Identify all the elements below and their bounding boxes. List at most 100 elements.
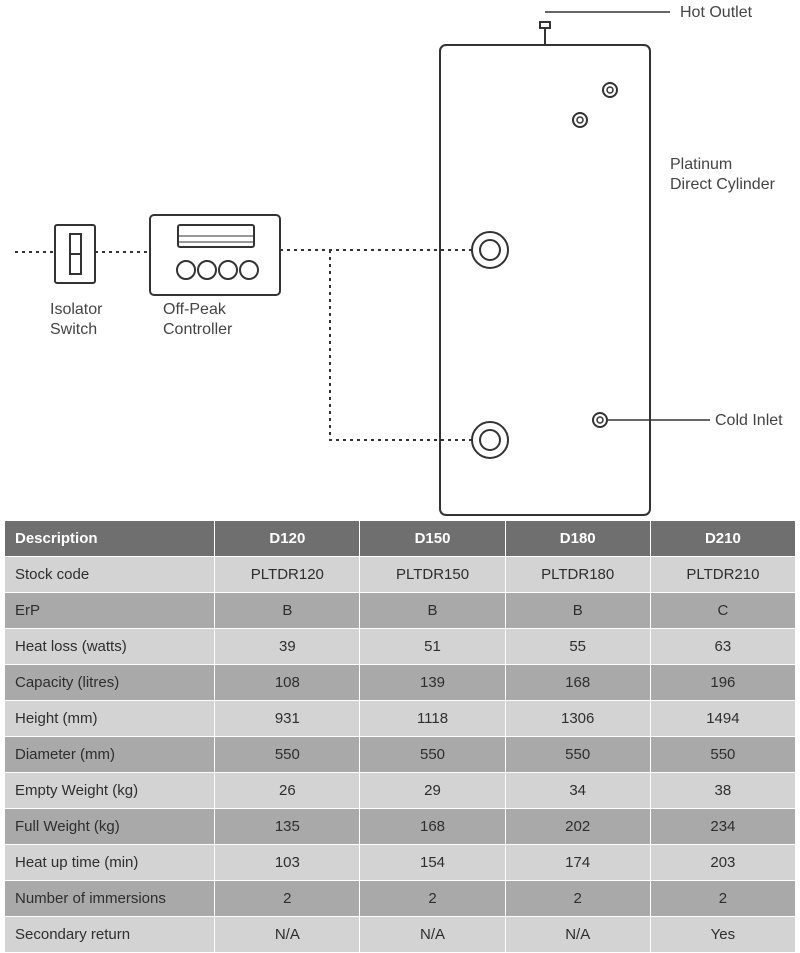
cell-value: PLTDR180 [505,557,650,593]
cell-value: 26 [215,773,360,809]
row-label: Secondary return [5,917,215,953]
table-row: Heat up time (min)103154174203 [5,845,796,881]
cell-value: 550 [650,737,795,773]
cell-value: 55 [505,629,650,665]
cell-value: N/A [215,917,360,953]
port-upper-1-inner [607,87,613,93]
row-label: Empty Weight (kg) [5,773,215,809]
table-row: Empty Weight (kg)26293438 [5,773,796,809]
port-upper-2-inner [577,117,583,123]
cell-value: 2 [215,881,360,917]
cell-value: B [215,593,360,629]
cell-value: B [505,593,650,629]
cell-value: 108 [215,665,360,701]
row-label: Full Weight (kg) [5,809,215,845]
label-cold-inlet: Cold Inlet [715,411,783,431]
cell-value: 1306 [505,701,650,737]
port-mid [472,232,508,268]
cell-value: 168 [360,809,505,845]
cell-value: Yes [650,917,795,953]
cell-value: 38 [650,773,795,809]
cell-value: 168 [505,665,650,701]
row-label: Diameter (mm) [5,737,215,773]
row-label: Heat up time (min) [5,845,215,881]
table-body: Stock codePLTDR120PLTDR150PLTDR180PLTDR2… [5,557,796,953]
cell-value: N/A [360,917,505,953]
cell-value: 135 [215,809,360,845]
col-header-d150: D150 [360,521,505,557]
row-label: Stock code [5,557,215,593]
cell-value: PLTDR150 [360,557,505,593]
page: Hot Outlet PlatinumDirect Cylinder Cold … [0,0,800,953]
cell-value: 196 [650,665,795,701]
row-label: Height (mm) [5,701,215,737]
cell-value: 2 [505,881,650,917]
port-lower-inner [480,430,500,450]
col-header-description: Description [5,521,215,557]
cell-value: 34 [505,773,650,809]
col-header-d180: D180 [505,521,650,557]
controller-box [150,215,280,295]
label-isolator-switch: IsolatorSwitch [50,300,102,340]
port-upper-1 [603,83,617,97]
cell-value: 202 [505,809,650,845]
cell-value: PLTDR210 [650,557,795,593]
table-row: Capacity (litres)108139168196 [5,665,796,701]
wire-ctrl-bottom [330,250,472,440]
port-upper-2 [573,113,587,127]
cell-value: 550 [360,737,505,773]
diagram: Hot Outlet PlatinumDirect Cylinder Cold … [0,0,800,520]
cell-value: 1118 [360,701,505,737]
cell-value: 103 [215,845,360,881]
cylinder-body [440,45,650,515]
cell-value: 39 [215,629,360,665]
cell-value: 2 [360,881,505,917]
cell-value: 174 [505,845,650,881]
cell-value: 139 [360,665,505,701]
cell-value: 931 [215,701,360,737]
spec-table: Description D120 D150 D180 D210 Stock co… [4,520,796,953]
cell-value: 154 [360,845,505,881]
cell-value: PLTDR120 [215,557,360,593]
cell-value: 550 [215,737,360,773]
table-row: Height (mm)931111813061494 [5,701,796,737]
cell-value: 203 [650,845,795,881]
controller-knob-4 [240,261,258,279]
cell-value: 63 [650,629,795,665]
table-row: Number of immersions2222 [5,881,796,917]
table-row: Diameter (mm)550550550550 [5,737,796,773]
table-row: ErPBBBC [5,593,796,629]
port-mid-inner [480,240,500,260]
row-label: Capacity (litres) [5,665,215,701]
label-off-peak-controller: Off-PeakController [163,300,232,340]
col-header-d120: D120 [215,521,360,557]
row-label: Number of immersions [5,881,215,917]
table-row: Heat loss (watts)39515563 [5,629,796,665]
port-cold-small-inner [597,417,603,423]
cell-value: 550 [505,737,650,773]
label-hot-outlet: Hot Outlet [680,3,752,23]
table-header-row: Description D120 D150 D180 D210 [5,521,796,557]
row-label: Heat loss (watts) [5,629,215,665]
table-row: Stock codePLTDR120PLTDR150PLTDR180PLTDR2… [5,557,796,593]
cell-value: 234 [650,809,795,845]
cell-value: B [360,593,505,629]
table-row: Secondary returnN/AN/AN/AYes [5,917,796,953]
cell-value: 29 [360,773,505,809]
port-cold-small [593,413,607,427]
cell-value: C [650,593,795,629]
row-label: ErP [5,593,215,629]
cell-value: N/A [505,917,650,953]
label-platinum-cylinder: PlatinumDirect Cylinder [670,155,775,195]
controller-knob-3 [219,261,237,279]
cell-value: 1494 [650,701,795,737]
col-header-d210: D210 [650,521,795,557]
port-lower [472,422,508,458]
controller-knob-1 [177,261,195,279]
schematic-svg [0,0,800,520]
cylinder-top-cap [540,22,550,28]
cell-value: 51 [360,629,505,665]
cell-value: 2 [650,881,795,917]
table-row: Full Weight (kg)135168202234 [5,809,796,845]
controller-knob-2 [198,261,216,279]
